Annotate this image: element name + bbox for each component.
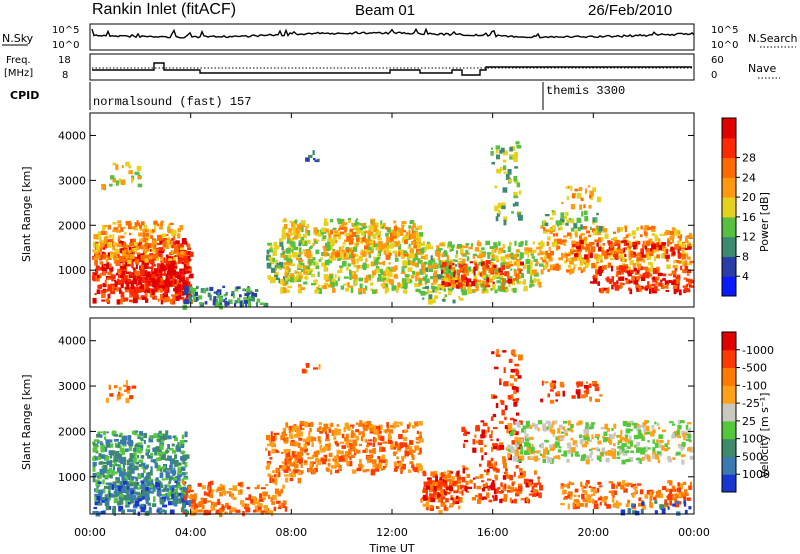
velocity-colorbar-label: Velocity [m s⁻¹] xyxy=(758,393,771,478)
power-heatmap xyxy=(92,141,695,310)
colorbar-swatch xyxy=(722,197,736,218)
colorbar-swatch xyxy=(722,177,736,198)
colorbar-tick-label: 12 xyxy=(742,231,756,244)
colorbar-tick-label: 1000 xyxy=(742,468,770,481)
colorbar-swatch xyxy=(722,137,736,159)
colorbar-tick-label: 100 xyxy=(742,433,763,446)
power-y-axis-label: Slant Range [km] xyxy=(20,166,33,262)
colorbar-tick-label: -25 xyxy=(742,397,760,410)
velocity-colorbar: 1000 500 100 25 -25 -100 -500 -1000 xyxy=(721,331,774,493)
colorbar-tick-label: -500 xyxy=(742,362,767,375)
y-tick-label: 2000 xyxy=(58,425,86,438)
colorbar-tick-label: 500 xyxy=(742,450,763,463)
colorbar-tick-label: 24 xyxy=(742,171,756,184)
freq-label-line2: [MHz] xyxy=(4,68,33,79)
colorbar-swatch xyxy=(722,216,736,238)
colorbar-swatch xyxy=(722,474,736,493)
velocity-heatmap xyxy=(92,349,694,518)
colorbar-tick-label: -100 xyxy=(742,379,767,392)
power-colorbar: 4 8 12 16 20 24 28 xyxy=(721,117,756,297)
y-tick-label: 1000 xyxy=(58,471,86,484)
nsky-tick-top: 10^5 xyxy=(52,25,79,36)
cpid-label: CPID xyxy=(10,89,39,102)
colorbar-swatch xyxy=(722,256,736,277)
colorbar-swatch xyxy=(722,276,736,297)
y-tick-label: 1000 xyxy=(58,264,86,277)
colorbar-swatch xyxy=(722,420,736,440)
colorbar-tick-label: -1000 xyxy=(742,344,774,357)
colorbar-swatch xyxy=(722,157,736,178)
nsearch-tick-bottom: 10^0 xyxy=(711,40,738,51)
y-tick-label: 2000 xyxy=(58,219,86,232)
power-colorbar-label: Power [dB] xyxy=(758,192,771,252)
colorbar-swatch xyxy=(722,332,736,351)
velocity-panel-frame xyxy=(89,317,695,515)
y-tick-label: 4000 xyxy=(58,335,86,348)
x-tick-label: 04:00 xyxy=(175,526,207,539)
colorbar-tick-label: 25 xyxy=(742,415,756,428)
freq-trace xyxy=(92,62,692,76)
colorbar-swatch xyxy=(722,456,736,475)
nave-tick-top: 60 xyxy=(711,55,724,66)
y-tick-label: 3000 xyxy=(58,380,86,393)
nsearch-label: N.Search xyxy=(748,32,798,45)
cpid-mode-themis: themis 3300 xyxy=(546,84,625,98)
x-tick-label: 08:00 xyxy=(275,526,307,539)
nsky-panel-frame xyxy=(89,23,695,51)
x-tick-label: 12:00 xyxy=(376,526,408,539)
y-tick-label: 4000 xyxy=(58,129,86,142)
nave-tick-bottom: 0 xyxy=(711,70,717,81)
date-label: 26/Feb/2010 xyxy=(588,2,672,19)
nsky-trace xyxy=(91,27,695,39)
x-tick-label: 20:00 xyxy=(577,526,609,539)
colorbar-tick-label: 20 xyxy=(742,191,756,204)
station-title: Rankin Inlet (fitACF) xyxy=(92,1,236,18)
freq-tick-bottom: 8 xyxy=(62,70,68,81)
colorbar-swatch xyxy=(722,403,736,422)
nsky-label: N.Sky xyxy=(2,32,34,45)
x-tick-label: 00:00 xyxy=(678,526,710,539)
colorbar-swatch xyxy=(722,349,736,369)
nsky-tick-bottom: 10^0 xyxy=(52,40,79,51)
colorbar-swatch xyxy=(722,236,736,257)
colorbar-swatch xyxy=(722,438,736,457)
freq-panel-frame xyxy=(89,53,695,81)
velocity-y-ticks: 1000 2000 3000 4000 xyxy=(58,335,694,484)
x-axis-label: Time UT xyxy=(368,542,414,554)
colorbar-tick-label: 8 xyxy=(742,250,749,263)
beam-label: Beam 01 xyxy=(355,2,415,19)
nave-label: Nave xyxy=(748,62,776,75)
cpid-mode-normalsound: normalsound (fast) 157 xyxy=(93,95,251,109)
freq-tick-top: 18 xyxy=(58,55,71,66)
x-tick-label: 16:00 xyxy=(477,526,509,539)
y-tick-label: 3000 xyxy=(58,174,86,187)
power-y-ticks: 1000 2000 3000 4000 xyxy=(58,129,694,277)
colorbar-tick-label: 16 xyxy=(742,211,756,224)
colorbar-tick-label: 4 xyxy=(742,270,749,283)
colorbar-swatch xyxy=(722,118,736,139)
colorbar-tick-label: 28 xyxy=(742,152,756,165)
x-axis-ticks: 00:00 04:00 08:00 12:00 16:00 20:00 00:00 xyxy=(74,113,710,539)
velocity-y-axis-label: Slant Range [km] xyxy=(20,374,33,470)
freq-label-line1: Freq. xyxy=(6,55,31,66)
nsearch-tick-top: 10^5 xyxy=(711,25,738,36)
colorbar-swatch xyxy=(722,367,736,386)
x-tick-label: 00:00 xyxy=(74,526,106,539)
colorbar-swatch xyxy=(722,385,736,404)
